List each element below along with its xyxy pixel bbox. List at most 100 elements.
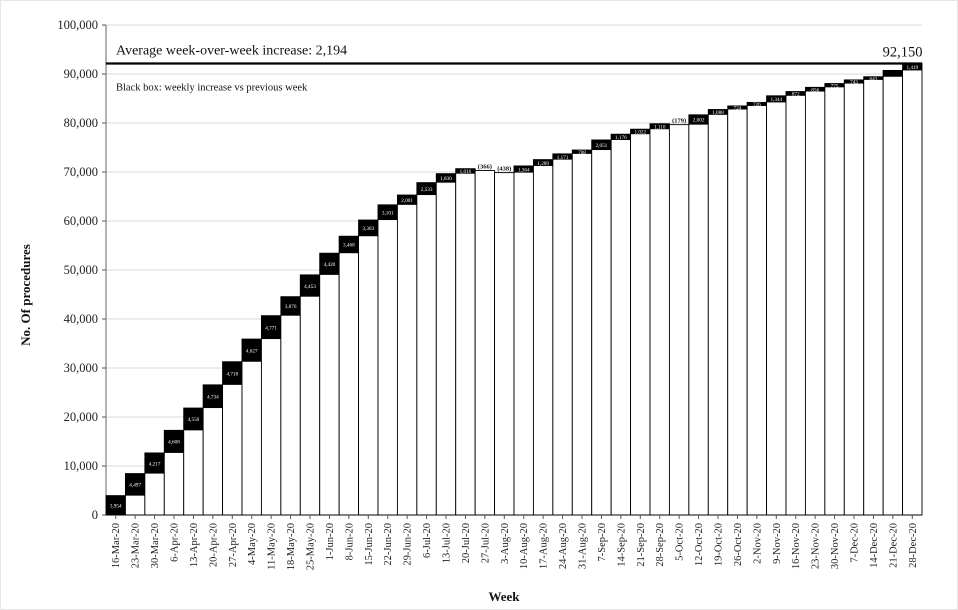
y-tick-label: 50,000	[64, 263, 98, 277]
increase-label: 1,016	[460, 169, 472, 175]
increase-label: 4,453	[304, 284, 316, 290]
increase-label: 4,420	[324, 262, 336, 268]
bar	[280, 296, 301, 516]
bar	[455, 168, 476, 516]
x-tick-label: 3-Aug-20	[500, 523, 511, 564]
x-tick-label: 21-Dec-20	[888, 523, 899, 568]
y-tick-label: 30,000	[64, 361, 98, 375]
increase-box	[708, 109, 728, 115]
bar	[571, 149, 593, 516]
increase-label: 1,364	[518, 167, 530, 173]
decrease-label: (366)	[478, 163, 492, 170]
increase-label: 4,608	[168, 440, 180, 446]
x-tick-label: 11-May-20	[267, 523, 278, 570]
y-tick-label: 60,000	[64, 214, 98, 228]
bar	[843, 79, 865, 516]
x-axis: 16-Mar-20 23-Mar-20 30-Mar-20 6-Apr-20 13-Ap…	[106, 514, 922, 570]
increase-box	[416, 182, 437, 196]
increase-box	[688, 114, 709, 125]
increase-box	[397, 195, 417, 205]
bar	[474, 170, 496, 516]
x-tick-label: 30-Nov-20	[830, 523, 841, 569]
bar	[785, 91, 806, 516]
increase-box	[591, 139, 612, 151]
increase-label: 2,051	[596, 143, 608, 149]
bar	[377, 204, 398, 516]
bar	[435, 173, 457, 516]
x-tick-label: 6-Jul-20	[422, 523, 433, 558]
increase-box	[319, 253, 340, 275]
increase-box	[300, 274, 320, 297]
increase-box	[436, 173, 456, 183]
x-tick-label: 27-Jul-20	[480, 523, 491, 563]
increase-box	[222, 361, 242, 385]
x-tick-label: 17-Aug-20	[539, 523, 550, 569]
y-tick-label: 90,000	[64, 67, 98, 81]
x-tick-label: 23-Nov-20	[811, 523, 822, 569]
increase-box	[572, 150, 592, 154]
y-tick-label: 80,000	[64, 116, 98, 130]
bar	[746, 101, 768, 516]
increase-box	[611, 134, 631, 140]
bar	[532, 159, 554, 516]
increase-box	[358, 220, 378, 237]
bar	[338, 235, 360, 516]
bar	[649, 123, 670, 516]
x-tick-label: 31-Aug-20	[578, 523, 589, 569]
increase-label: 4,718	[226, 371, 238, 377]
x-tick-label: 28-Dec-20	[908, 523, 919, 568]
increase-label: 3,101	[382, 210, 394, 216]
increase-box	[630, 129, 650, 135]
increase-label: 643	[870, 76, 878, 82]
increase-box	[883, 70, 903, 77]
bar	[824, 83, 845, 516]
increase-label: 3,468	[343, 243, 355, 249]
increase-label: 1,110	[654, 124, 666, 130]
increase-label: 4,497	[129, 483, 141, 489]
increase-label: 1,419	[906, 65, 918, 71]
x-tick-label: 30-Mar-20	[150, 523, 161, 568]
increase-label: 4,627	[246, 348, 258, 354]
increase-box	[203, 384, 223, 409]
bar	[319, 252, 340, 516]
increase-box	[455, 168, 476, 174]
increase-box	[533, 159, 553, 166]
increase-box	[805, 87, 825, 92]
bar	[902, 63, 923, 516]
x-tick-label: 12-Oct-20	[694, 523, 705, 566]
x-tick-label: 5-Oct-20	[675, 523, 686, 561]
x-tick-label: 1-Jun-20	[325, 523, 336, 560]
x-tick-label: 18-May-20	[286, 523, 297, 570]
increase-label: 1,088	[712, 110, 724, 116]
increase-label: 856	[811, 87, 819, 93]
increase-box	[125, 473, 145, 496]
increase-box	[106, 495, 126, 515]
average-label: Average week-over-week increase: 2,194	[116, 43, 347, 58]
x-tick-label: 13-Jul-20	[442, 523, 453, 563]
x-tick-label: 28-Sep-20	[655, 523, 666, 567]
increase-label: 4,734	[207, 394, 219, 400]
increase-box	[824, 83, 845, 88]
increase-box	[339, 236, 359, 254]
increase-label: 1,176	[615, 135, 627, 141]
increase-box	[786, 91, 806, 96]
bar	[260, 315, 282, 516]
y-tick-label: 0	[92, 508, 98, 522]
bar	[494, 172, 515, 516]
bar	[591, 139, 612, 516]
y-tick-label: 40,000	[64, 312, 98, 326]
x-tick-label: 6-Apr-20	[170, 523, 181, 562]
bar	[299, 274, 321, 516]
x-tick-label: 25-May-20	[306, 523, 317, 570]
x-tick-label: 26-Oct-20	[733, 523, 744, 566]
y-axis-title: No. Of procedures	[18, 244, 33, 346]
increase-box	[378, 204, 398, 221]
x-tick-label: 23-Mar-20	[131, 523, 142, 568]
increase-label: 1,171	[557, 155, 569, 161]
increase-label: 1,344	[770, 97, 782, 103]
increase-label: 2,001	[401, 198, 413, 204]
bar	[727, 105, 748, 516]
increase-label: 2,533	[421, 187, 433, 193]
x-tick-label: 16-Nov-20	[791, 523, 802, 569]
y-axis: 0 10,000 20,000 30,000 40,000 50,000 60,000 70,…	[57, 18, 107, 522]
